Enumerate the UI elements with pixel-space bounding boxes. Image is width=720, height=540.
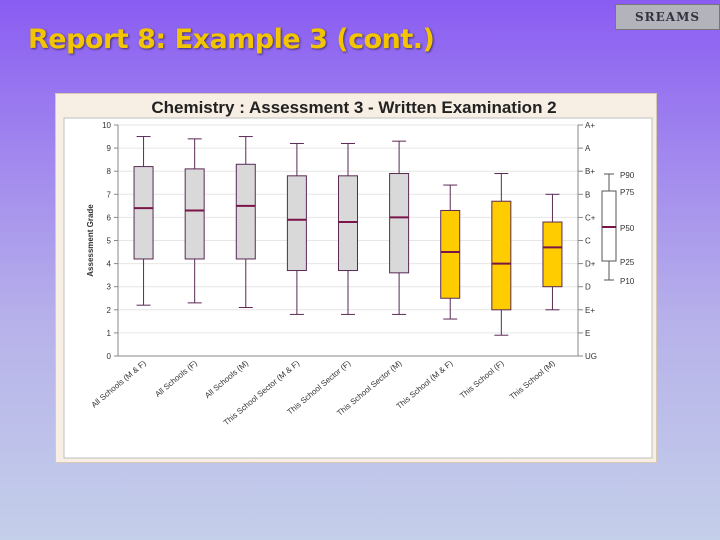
grade-tick-label: E (585, 329, 590, 338)
iqr-box (389, 173, 410, 274)
y-tick-label: 4 (107, 260, 112, 269)
grade-tick-label: B (585, 190, 590, 199)
iqr-box (286, 175, 307, 272)
chart-frame: Chemistry : Assessment 3 - Written Exami… (55, 93, 657, 463)
grade-tick-label: A+ (585, 121, 595, 130)
iqr-box (491, 200, 512, 311)
grade-tick-label: C (585, 237, 591, 246)
logo-text: SREAMS (634, 10, 701, 24)
y-tick-label: 6 (107, 213, 112, 222)
iqr-box (235, 163, 256, 260)
y-tick-label: 3 (107, 283, 112, 292)
y-tick-label: 1 (107, 329, 112, 338)
sreams-logo: SREAMS (615, 4, 720, 30)
grade-tick-label: D (585, 283, 591, 292)
y-tick-label: 7 (107, 190, 112, 199)
y-tick-label: 0 (107, 352, 112, 361)
chart-title: Chemistry : Assessment 3 - Written Exami… (151, 98, 556, 117)
iqr-box (184, 168, 205, 260)
legend-label: P75 (620, 188, 635, 197)
y-tick-label: 10 (102, 121, 111, 130)
plot-area-frame (63, 117, 653, 459)
y-tick-label: 5 (107, 237, 112, 246)
legend-label: P50 (620, 224, 635, 233)
grade-tick-label: UG (585, 352, 597, 361)
legend-label: P10 (620, 277, 635, 286)
box-plot-chart: Chemistry : Assessment 3 - Written Exami… (63, 98, 653, 459)
iqr-box (440, 209, 461, 299)
iqr-box (542, 221, 563, 288)
grade-tick-label: E+ (585, 306, 595, 315)
y-tick-label: 9 (107, 144, 112, 153)
grade-tick-label: A (585, 144, 591, 153)
legend-label: P25 (620, 258, 635, 267)
legend-label: P90 (620, 171, 635, 180)
y-axis-title: Assessment Grade (86, 204, 95, 277)
iqr-box (338, 175, 358, 272)
grade-tick-label: C+ (585, 213, 596, 222)
y-tick-label: 2 (107, 306, 112, 315)
iqr-box (133, 166, 154, 260)
slide-title: Report 8: Example 3 (cont.) (28, 24, 435, 55)
grade-tick-label: D+ (585, 260, 596, 269)
y-tick-label: 8 (107, 167, 112, 176)
grade-tick-label: B+ (585, 167, 595, 176)
